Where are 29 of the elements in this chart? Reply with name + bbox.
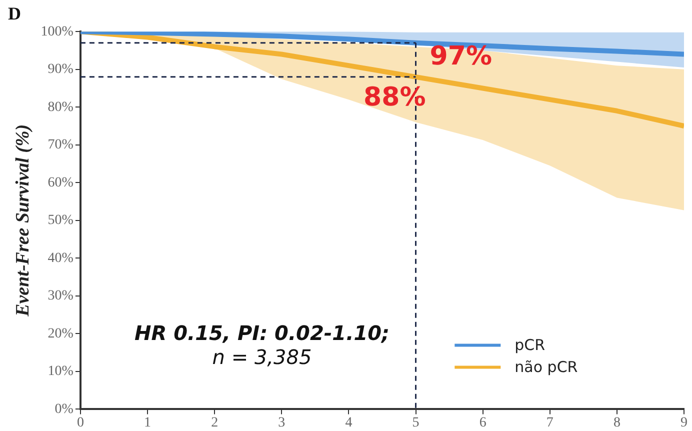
x-tick-label: 7 — [546, 415, 554, 430]
x-tick-label: 2 — [211, 415, 218, 430]
annotation: n = 3,385 — [212, 345, 312, 370]
y-tick-label: 10% — [48, 364, 74, 380]
y-tick-label: 80% — [48, 100, 74, 115]
y-tick-label: 0% — [54, 402, 74, 417]
annotation: 97% — [430, 42, 492, 72]
x-tick-label: 1 — [144, 415, 152, 430]
y-tick-label: 100% — [40, 24, 74, 40]
y-tick-label: 30% — [48, 288, 74, 304]
y-tick-label: 60% — [48, 175, 74, 190]
y-tick-label: 40% — [48, 250, 74, 266]
x-tick-label: 8 — [613, 415, 620, 430]
y-tick-label: 50% — [48, 213, 74, 228]
legend-label: não pCR — [514, 358, 578, 376]
x-tick-label: 9 — [680, 415, 688, 430]
y-tick-label: 90% — [48, 62, 74, 78]
x-tick-label: 0 — [76, 415, 84, 430]
legend-label: pCR — [514, 336, 546, 354]
x-tick-label: 3 — [278, 415, 286, 430]
annotation: 88% — [364, 82, 426, 113]
x-tick-label: 4 — [345, 415, 352, 430]
y-tick-label: 20% — [48, 326, 74, 342]
annotation: HR 0.15, PI: 0.02-1.10; — [134, 321, 390, 346]
chart-title: D — [8, 3, 21, 24]
x-tick-label: 5 — [412, 415, 420, 430]
x-tick-label: 6 — [479, 415, 486, 430]
y-tick-label: 70% — [48, 138, 74, 153]
y-axis-title: Event-Free Survival (%) — [12, 124, 34, 318]
